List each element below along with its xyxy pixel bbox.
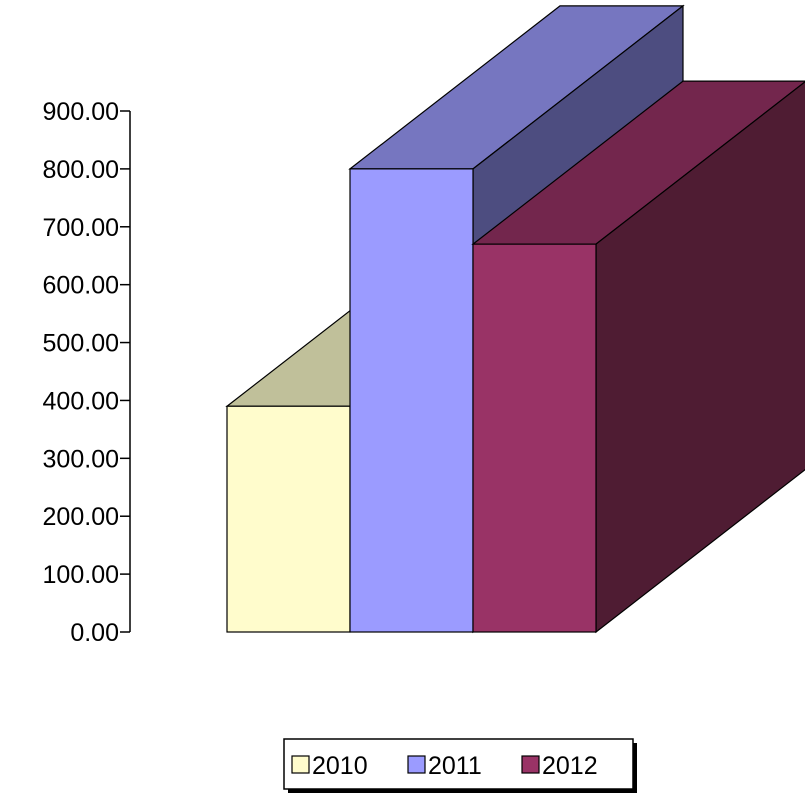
- legend-label-2010: 2010: [312, 752, 368, 780]
- y-tick-label: 400.00: [43, 387, 119, 415]
- y-axis: 0.00 100.00 200.00 300.00 400.00 500.00 600.00…: [43, 98, 131, 647]
- legend-swatch-2012: [521, 755, 540, 774]
- bar-2011: [349, 168, 474, 633]
- legend-label-2012: 2012: [542, 752, 598, 780]
- y-tick-label: 800.00: [43, 156, 119, 184]
- legend-swatch-2011: [407, 755, 426, 774]
- y-tick-label: 500.00: [43, 330, 119, 358]
- y-tick-label: 600.00: [43, 272, 119, 300]
- y-tick-label: 900.00: [43, 98, 119, 126]
- legend-box: [283, 738, 634, 790]
- bar-2012: [472, 243, 597, 633]
- legend-swatch-2010: [291, 755, 310, 774]
- y-tick-label: 200.00: [43, 503, 119, 531]
- legend: 2010 2011 2012: [283, 738, 637, 793]
- y-tick-label: 300.00: [43, 445, 119, 473]
- bars: [225, 4, 805, 634]
- y-tick-label: 700.00: [43, 214, 119, 242]
- y-tick-label: 0.00: [70, 619, 119, 647]
- bar-2010: [226, 405, 351, 633]
- legend-label-2011: 2011: [428, 752, 482, 780]
- y-tick-label: 100.00: [43, 561, 119, 589]
